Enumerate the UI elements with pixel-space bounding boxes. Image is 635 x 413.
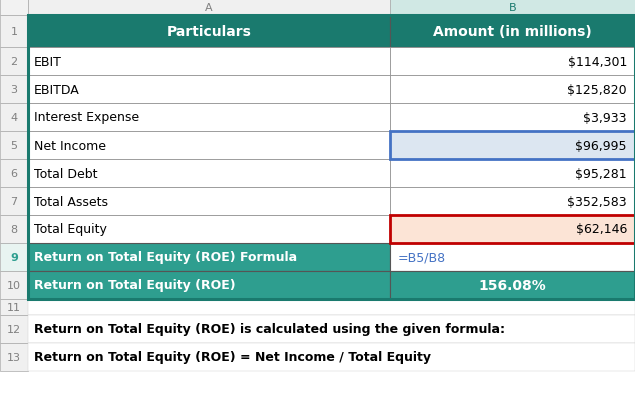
Text: Return on Total Equity (ROE) is calculated using the given formula:: Return on Total Equity (ROE) is calculat… [34,323,505,336]
Text: 12: 12 [7,324,21,334]
Text: 4: 4 [10,113,18,123]
Bar [0,48,28,76]
Bar [390,104,635,132]
Bar [0,188,28,216]
Bar [0,343,28,371]
Bar [28,0,390,16]
Text: Return on Total Equity (ROE) Formula: Return on Total Equity (ROE) Formula [34,251,297,264]
Bar [390,216,635,243]
Text: 9: 9 [10,252,18,262]
Bar [28,271,390,299]
Bar [390,216,635,243]
Bar [0,271,28,299]
Text: Amount (in millions): Amount (in millions) [433,25,592,39]
Text: $114,301: $114,301 [568,55,627,68]
Text: B: B [509,3,516,13]
Text: 156.08%: 156.08% [479,278,546,292]
Text: Total Equity: Total Equity [34,223,107,236]
Text: Return on Total Equity (ROE): Return on Total Equity (ROE) [34,279,236,292]
Bar [0,159,28,188]
Bar [390,16,635,48]
Bar [390,76,635,104]
Text: Total Debt: Total Debt [34,167,98,180]
Text: $352,583: $352,583 [568,195,627,208]
Text: A: A [205,3,213,13]
Bar [28,188,390,216]
Text: Return on Total Equity (ROE) = Net Income / Total Equity: Return on Total Equity (ROE) = Net Incom… [34,351,431,363]
Text: 11: 11 [7,302,21,312]
Text: EBIT: EBIT [34,55,62,68]
Bar [0,299,28,315]
Bar [28,299,635,315]
Bar [0,0,28,16]
Bar [28,104,390,132]
Text: Net Income: Net Income [34,139,106,152]
Text: 13: 13 [7,352,21,362]
Bar [0,132,28,159]
Bar [390,159,635,188]
Bar [390,188,635,216]
Bar [28,243,390,271]
Bar [28,48,390,76]
Bar [0,315,28,343]
Bar [28,16,390,48]
Text: $96,995: $96,995 [575,139,627,152]
Text: Particulars: Particulars [166,25,251,39]
Bar [28,343,635,371]
Bar [0,104,28,132]
Bar [28,315,635,343]
Bar [28,16,635,299]
Text: 1: 1 [11,27,18,37]
Text: $3,933: $3,933 [584,111,627,124]
Text: 8: 8 [10,224,18,235]
Bar [390,48,635,76]
Text: 5: 5 [11,141,18,151]
Bar [28,159,390,188]
Text: 7: 7 [10,197,18,206]
Bar [28,216,390,243]
Text: Interest Expense: Interest Expense [34,111,139,124]
Text: 2: 2 [10,57,18,67]
Text: $125,820: $125,820 [568,83,627,96]
Text: 10: 10 [7,280,21,290]
Bar [0,16,28,48]
Bar [28,132,390,159]
Bar [0,243,28,271]
Text: 3: 3 [11,85,18,95]
Text: Total Assets: Total Assets [34,195,108,208]
Bar [0,216,28,243]
Bar [390,132,635,159]
Text: =B5/B8: =B5/B8 [398,251,446,264]
Bar [0,76,28,104]
Text: $95,281: $95,281 [575,167,627,180]
Bar [390,132,635,159]
Bar [390,243,635,271]
Bar [390,271,635,299]
Bar [28,76,390,104]
Text: 6: 6 [11,169,18,178]
Text: $62,146: $62,146 [575,223,627,236]
Bar [390,0,635,16]
Text: EBITDA: EBITDA [34,83,80,96]
